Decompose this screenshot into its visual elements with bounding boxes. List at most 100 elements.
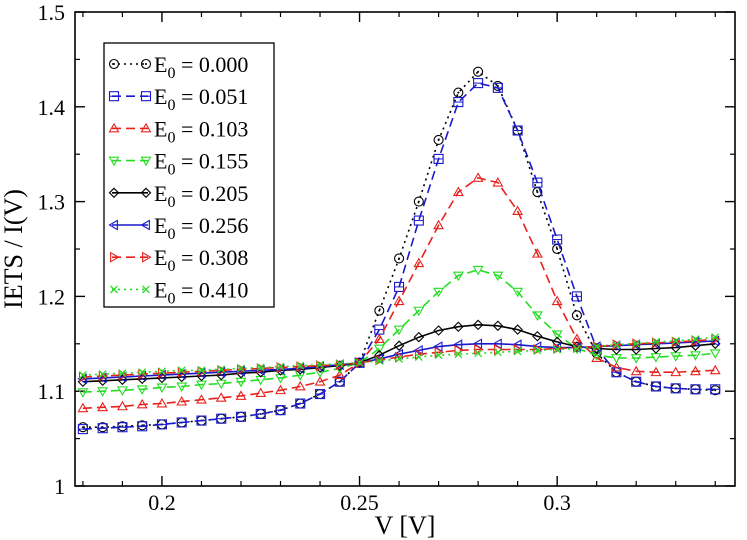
data-point (492, 82, 503, 93)
marker-x-b (414, 353, 423, 362)
y-tick-label: 1.2 (38, 284, 66, 309)
data-point (551, 330, 563, 340)
data-point (434, 351, 443, 360)
marker-x-b (375, 356, 384, 365)
data-point (216, 413, 227, 424)
series-line (82, 323, 716, 383)
data-point (671, 336, 680, 345)
marker-x-b (355, 358, 364, 367)
data-point (255, 408, 266, 420)
marker-dot (437, 138, 440, 141)
legend-marker (140, 91, 152, 102)
marker-x-b (651, 337, 660, 346)
data-point (394, 281, 405, 292)
marker-x-b (110, 285, 118, 294)
marker-x-b (395, 355, 404, 363)
legend-marker (108, 219, 118, 231)
marker-ring (571, 310, 582, 321)
legend-marker (140, 122, 152, 133)
legend-item: E0 = 0.000 (108, 52, 248, 82)
data-point (632, 339, 641, 348)
data-point (709, 349, 721, 359)
series-layer (77, 66, 721, 435)
data-point (512, 287, 524, 298)
data-point (533, 346, 542, 355)
marker-x-b (217, 365, 226, 374)
data-point (513, 347, 522, 356)
data-point (572, 344, 581, 353)
marker-x-b (553, 345, 562, 354)
data-point (532, 330, 543, 342)
data-point (454, 344, 464, 356)
data-point (374, 305, 385, 316)
data-point (314, 376, 326, 386)
data-point (571, 291, 582, 302)
data-point (473, 66, 484, 77)
data-point (97, 387, 109, 397)
marker-dot (81, 426, 84, 429)
data-point (355, 357, 366, 369)
marker-x-b (276, 362, 285, 371)
y-tick-label: 1.4 (38, 95, 66, 120)
legend-marker (108, 156, 120, 167)
legend-marker (140, 156, 152, 167)
legend-marker (110, 285, 118, 294)
data-point (433, 153, 444, 164)
legend-label-main: E (154, 52, 167, 77)
data-point (612, 339, 623, 351)
legend-box (103, 42, 275, 308)
series-line (82, 82, 716, 430)
legend-marker (108, 187, 120, 199)
data-point (138, 368, 147, 377)
data-point (77, 373, 87, 385)
legend-label: E0 = 0.205 (154, 181, 248, 211)
data-point (452, 271, 464, 282)
data-point (116, 386, 128, 396)
data-point (493, 348, 502, 357)
data-point (316, 360, 324, 369)
data-point (156, 383, 168, 394)
data-point (433, 219, 445, 230)
legend-label: E0 = 0.000 (154, 52, 248, 82)
series-7 (78, 333, 720, 380)
data-point (157, 367, 166, 376)
data-point (512, 324, 523, 335)
data-point (691, 335, 700, 344)
legend-label-value: = 0.000 (175, 52, 248, 77)
marker-ring (140, 58, 152, 70)
x-axis-label: V [V] (375, 511, 436, 540)
legend-marker (140, 58, 152, 70)
marker-dot (575, 314, 578, 317)
data-point (116, 371, 127, 383)
data-point (156, 397, 168, 408)
data-point (453, 321, 464, 333)
legend-item: E0 = 0.205 (108, 181, 248, 211)
legend-marker (108, 58, 120, 70)
data-point (334, 369, 346, 380)
marker-x-b (177, 366, 186, 375)
data-point (117, 422, 128, 433)
data-point (630, 365, 642, 376)
legend-label-sub: 0 (167, 97, 175, 114)
legend-marker (108, 122, 120, 133)
legend-label-value: = 0.256 (175, 213, 248, 238)
data-point (294, 371, 306, 381)
data-point (531, 248, 543, 258)
data-point (433, 287, 445, 298)
data-point (433, 325, 444, 336)
data-point (452, 186, 464, 197)
marker-x-b (572, 344, 581, 353)
data-point (651, 337, 660, 346)
data-point (453, 97, 464, 108)
marker-x-b (671, 336, 680, 345)
legend-label: E0 = 0.308 (154, 245, 248, 275)
marker-x-b (513, 347, 522, 356)
data-point (591, 351, 603, 361)
legend-label-main: E (154, 84, 167, 109)
legend-label-sub: 0 (167, 162, 175, 179)
data-point (77, 388, 89, 398)
data-point (177, 366, 186, 375)
legend-label-main: E (154, 149, 167, 174)
data-point (414, 353, 423, 362)
legend-label-main: E (154, 245, 167, 270)
